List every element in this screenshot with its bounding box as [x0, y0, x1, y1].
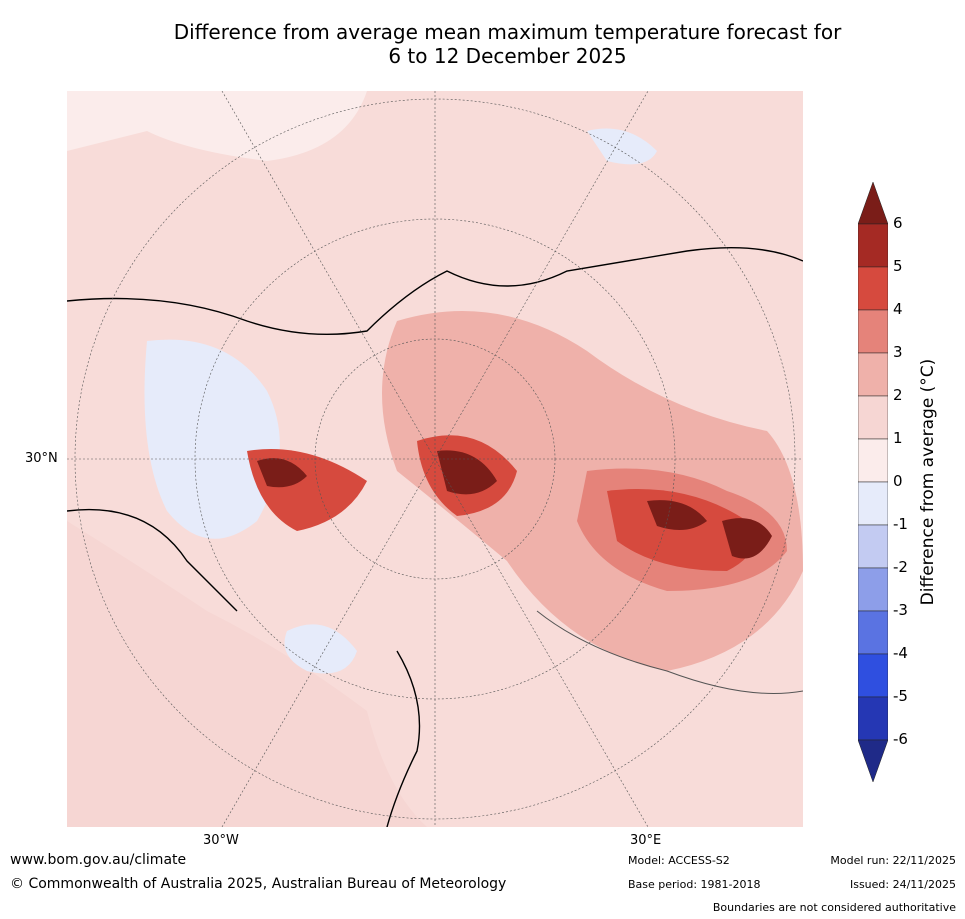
colorbar-tick-6: 6 [893, 214, 903, 232]
colorbar-tick-neg1: -1 [893, 515, 908, 533]
colorbar-tick-5: 5 [893, 257, 903, 275]
colorbar-segment-neg3-neg2 [858, 567, 888, 612]
colorbar-tick-0: 0 [893, 472, 903, 490]
colorbar-segment-1-2 [858, 395, 888, 440]
footer-issued: Issued: 24/11/2025 [849, 878, 956, 891]
map-title: Difference from average mean maximum tem… [0, 20, 965, 68]
colorbar-tick-neg6: -6 [893, 730, 908, 748]
anomaly-max-asia-east [722, 518, 772, 559]
colorbar-tick-neg4: -4 [893, 644, 908, 662]
anomaly-max-asia-west [647, 500, 707, 530]
footer-disclaimer: Boundaries are not considered authoritat… [712, 901, 956, 914]
colorbar-segment-2-3 [858, 352, 888, 397]
colorbar-label: Difference from average (°C) [918, 358, 938, 606]
negative-anomaly-pacific [587, 128, 657, 165]
colorbar-tick-neg5: -5 [893, 687, 908, 705]
border-lines [536, 610, 803, 694]
colorbar-tick-neg3: -3 [893, 601, 908, 619]
colorbar-segment-5-6 [858, 223, 888, 268]
colorbar-tick-4: 4 [893, 300, 903, 318]
anomaly-map [67, 91, 803, 827]
footer-base-period: Base period: 1981-2018 [628, 878, 761, 891]
lat-label-30n: 30°N [25, 451, 58, 466]
footer-copyright: © Commonwealth of Australia 2025, Austra… [10, 876, 507, 892]
colorbar-tick-1: 1 [893, 429, 903, 447]
colorbar-segment-neg2-neg1 [858, 524, 888, 569]
title-line-2: 6 to 12 December 2025 [388, 44, 627, 68]
colorbar-segment-neg1-0 [858, 481, 888, 526]
colorbar-segment-above-6 [858, 182, 888, 225]
footer-model: Model: ACCESS-S2 [628, 854, 730, 867]
colorbar-tick-3: 3 [893, 343, 903, 361]
footer-url[interactable]: www.bom.gov.au/climate [10, 852, 187, 868]
colorbar-segment-neg5-neg4 [858, 653, 888, 698]
title-line-1: Difference from average mean maximum tem… [173, 20, 842, 44]
anomaly-max-greenland [257, 458, 307, 488]
colorbar-segment-neg4-neg3 [858, 610, 888, 655]
meridian-30e [221, 91, 649, 827]
anomaly-0-1 [67, 91, 367, 161]
colorbar-segment-below-neg6 [858, 739, 888, 782]
negative-anomaly-north-america [144, 339, 280, 539]
colorbar-segment-neg6-neg5 [858, 696, 888, 741]
coastline-north [67, 246, 803, 336]
colorbar [858, 182, 888, 782]
anomaly-1-2 [67, 521, 427, 827]
footer-model-run: Model run: 22/11/2025 [830, 854, 956, 867]
lon-label-30e: 30°E [630, 833, 662, 848]
colorbar-segment-0-1 [858, 438, 888, 483]
colorbar-tick-neg2: -2 [893, 558, 908, 576]
coastline-europe [386, 650, 421, 827]
colorbar-segment-3-4 [858, 309, 888, 354]
anomaly-max-arctic [437, 450, 497, 495]
map-canvas [67, 91, 803, 827]
lon-label-30w: 30°W [203, 833, 239, 848]
colorbar-tick-2: 2 [893, 386, 903, 404]
colorbar-segment-4-5 [858, 266, 888, 311]
coastline-north-america [67, 508, 238, 612]
anomaly-4-5-asia [607, 489, 754, 571]
negative-anomaly-atlantic [284, 624, 357, 674]
